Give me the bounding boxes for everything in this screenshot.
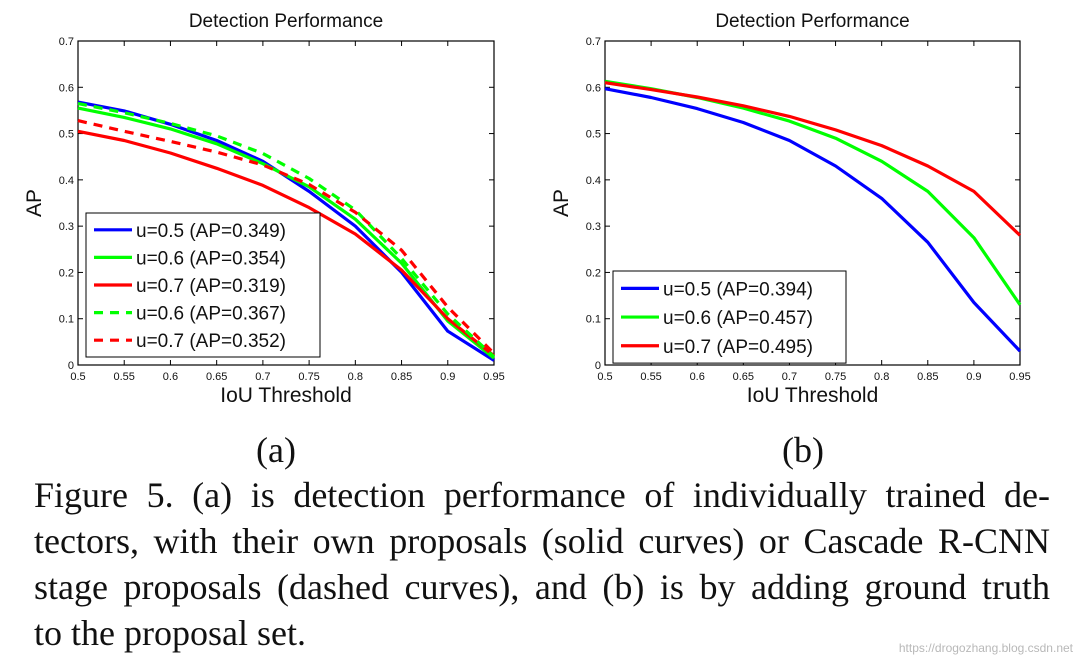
y-tick-label: 0.7 xyxy=(586,36,601,48)
legend-label-5: u=0.7 (AP=0.352) xyxy=(136,331,286,352)
x-axis-label: IoU Threshold xyxy=(220,384,352,407)
y-axis-label: AP xyxy=(23,189,46,217)
y-tick-label: 0 xyxy=(68,360,74,372)
watermark: https://drogozhang.blog.csdn.net xyxy=(898,641,1073,655)
legend: u=0.5 (AP=0.349) u=0.6 (AP=0.354) u=0.7 (A… xyxy=(85,212,321,358)
x-tick-label: 0.95 xyxy=(483,371,504,383)
x-tick-label: 0.6 xyxy=(163,371,178,383)
legend-label-1: u=0.5 (AP=0.349) xyxy=(136,221,286,242)
y-axis-label: AP xyxy=(550,189,573,217)
panel-label: (a) xyxy=(256,430,296,470)
legend: u=0.5 (AP=0.394) u=0.6 (AP=0.457) u=0.7 (A… xyxy=(612,270,847,364)
x-axis-label: IoU Threshold xyxy=(747,384,879,407)
x-tick-label: 0.7 xyxy=(255,371,270,383)
chart-title: Detection Performance xyxy=(189,11,383,32)
x-tick-label: 0.75 xyxy=(825,371,846,383)
y-tick-label: 0.7 xyxy=(59,36,74,48)
y-tick-label: 0 xyxy=(595,360,601,372)
y-tick-label: 0.2 xyxy=(586,267,601,279)
chart-panel-b: Detection Performance 0.5 0.55 0.6 0.65 0.7 0.… xyxy=(550,11,1031,470)
y-tick-label: 0.6 xyxy=(59,82,74,94)
caption-line-3: stage proposals (dashed curves), and (b)… xyxy=(34,567,1050,607)
legend-label-2: u=0.6 (AP=0.354) xyxy=(136,248,286,269)
legend-label-4: u=0.6 (AP=0.367) xyxy=(136,304,286,325)
series-group xyxy=(77,100,496,362)
x-tick-label: 0.5 xyxy=(70,371,85,383)
x-tick-label: 0.95 xyxy=(1009,371,1030,383)
x-tick-label: 0.65 xyxy=(206,371,227,383)
series-group xyxy=(604,79,1022,353)
series-line-5 xyxy=(77,119,496,355)
y-tick-label: 0.1 xyxy=(59,314,74,326)
plot-frame xyxy=(77,40,495,366)
x-tick-label: 0.7 xyxy=(782,371,797,383)
series-line-3 xyxy=(77,129,496,357)
caption-line-1: Figure 5. (a) is detection performance o… xyxy=(34,475,1050,515)
x-tick-label: 0.6 xyxy=(690,371,705,383)
y-tick-label: 0.5 xyxy=(586,129,601,141)
caption-line-2: tectors, with their own proposals (solid… xyxy=(34,521,1050,561)
series-line-3 xyxy=(604,81,1022,237)
x-tick-label: 0.55 xyxy=(114,371,135,383)
panel-label: (b) xyxy=(782,430,824,470)
chart-panel-a: Detection Performance 0.5 0.55 0.6 0.65 0.7 0.… xyxy=(23,11,505,470)
legend-label-3: u=0.7 (AP=0.495) xyxy=(663,337,813,358)
x-tick-label: 0.65 xyxy=(733,371,754,383)
y-tick-label: 0.6 xyxy=(586,82,601,94)
x-tick-label: 0.85 xyxy=(917,371,938,383)
x-tick-label: 0.85 xyxy=(391,371,412,383)
series-line-1 xyxy=(604,87,1022,353)
figure-charts: Detection Performance 0.5 0.55 0.6 0.65 0.7 0.… xyxy=(23,11,1031,470)
legend-label-3: u=0.7 (AP=0.319) xyxy=(136,276,286,297)
y-tick-label: 0.1 xyxy=(586,314,601,326)
y-tick-label: 0.3 xyxy=(586,221,601,233)
legend-label-1: u=0.5 (AP=0.394) xyxy=(663,279,813,300)
y-tick-label: 0.4 xyxy=(59,175,74,187)
plot-frame xyxy=(604,40,1021,366)
x-tick-label: 0.75 xyxy=(298,371,319,383)
y-tick-label: 0.4 xyxy=(586,175,601,187)
x-tick-label: 0.9 xyxy=(966,371,981,383)
figure-caption: Figure 5. (a) is detection performance o… xyxy=(34,472,1050,656)
legend-label-2: u=0.6 (AP=0.457) xyxy=(663,308,813,329)
y-tick-label: 0.2 xyxy=(59,267,74,279)
caption-line-4: to the proposal set. xyxy=(34,613,306,653)
x-tick-label: 0.8 xyxy=(874,371,889,383)
y-tick-label: 0.3 xyxy=(59,221,74,233)
x-tick-label: 0.55 xyxy=(640,371,661,383)
series-line-4 xyxy=(77,101,496,358)
x-tick-label: 0.8 xyxy=(348,371,363,383)
chart-title: Detection Performance xyxy=(715,11,909,32)
x-tick-label: 0.5 xyxy=(597,371,612,383)
y-tick-label: 0.5 xyxy=(59,129,74,141)
x-tick-label: 0.9 xyxy=(440,371,455,383)
